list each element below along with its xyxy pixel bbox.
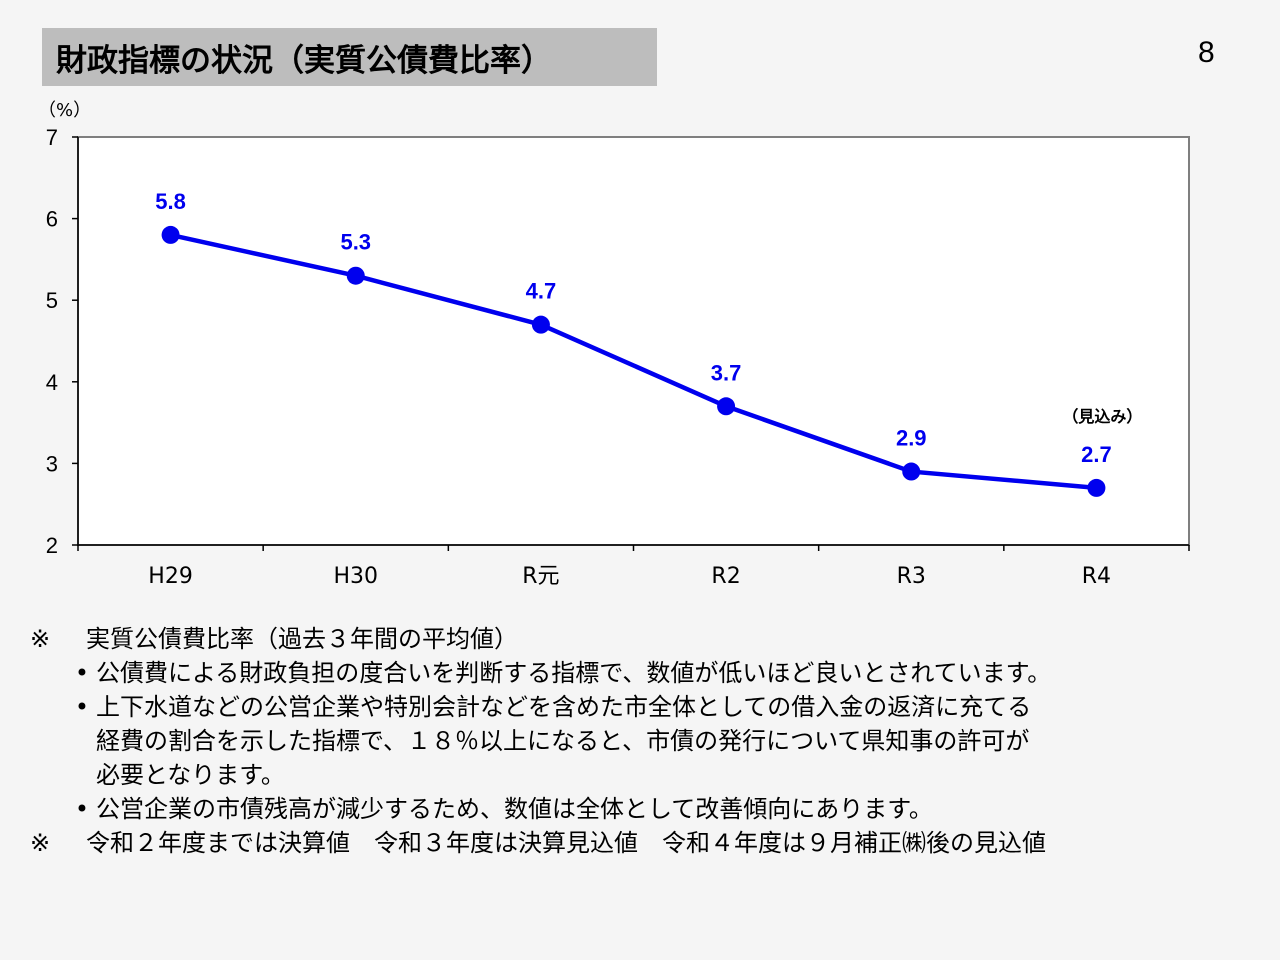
bullet-text: 公債費による財政負担の度合いを判断する指標で、数値が低いほど良いとされています。 (96, 659, 1052, 687)
bullet-text: 上下水道などの公営企業や特別会計などを含めた市全体としての借入金の返済に充てる … (96, 690, 1031, 792)
data-label: 2.9 (896, 426, 927, 451)
series-line (170, 232, 1097, 491)
bullet-text: 公営企業の市債残高が減少するため、数値は全体として改善傾向にあります。 (96, 795, 933, 823)
footnote-row: ※ 令和２年度までは決算値 令和３年度は決算見込値 令和４年度は９月補正㈱後の見… (30, 826, 1260, 860)
note-heading-row: ※ 実質公債費比率（過去３年間の平均値） (30, 622, 1260, 656)
page-number: 8 (1198, 36, 1215, 69)
data-point (717, 397, 736, 416)
data-label: 2.7 (1081, 442, 1112, 467)
bullet-item: • 上下水道などの公営企業や特別会計などを含めた市全体としての借入金の返済に充て… (30, 690, 1260, 792)
plot-area (77, 136, 1190, 546)
y-tick-label: 5 (46, 288, 58, 313)
bullet-line: 必要となります。 (96, 761, 285, 789)
note-mark: ※ (30, 829, 51, 857)
x-tick-label: R3 (897, 564, 926, 589)
x-tick-label: R4 (1082, 564, 1111, 589)
data-label: 5.8 (155, 189, 186, 214)
x-tick-label: R2 (711, 564, 740, 589)
footnote-text: 令和２年度までは決算値 令和３年度は決算見込値 令和４年度は９月補正㈱後の見込値 (86, 829, 1046, 857)
data-point (531, 315, 550, 334)
y-tick-label: 3 (46, 451, 58, 476)
bullet-item: • 公営企業の市債残高が減少するため、数値は全体として改善傾向にあります。 (30, 792, 1260, 826)
data-point (902, 462, 921, 481)
x-tick-label: H29 (148, 564, 193, 589)
data-point (346, 266, 365, 285)
bullet-dot: • (74, 659, 90, 687)
line-chart: 2 3 4 5 6 7 （%） H29 H30 R元 R2 R3 R4 5.8 5.3 4.7 3.7 2.9 2.… (38, 100, 1190, 589)
data-label: 4.7 (526, 279, 557, 304)
bullet-dot: • (74, 795, 90, 823)
x-tick-label: R元 (522, 564, 559, 589)
y-tick-label: 2 (46, 533, 58, 558)
bullet-line: 上下水道などの公営企業や特別会計などを含めた市全体としての借入金の返済に充てる (96, 693, 1032, 721)
data-label: 3.7 (711, 360, 742, 385)
page-title: 財政指標の状況（実質公債費比率） (56, 42, 552, 79)
y-tick-label: 7 (46, 125, 58, 150)
y-axis-label: （%） (38, 100, 91, 121)
title-banner: 財政指標の状況（実質公債費比率） (42, 28, 657, 86)
bullet-dot: • (74, 693, 90, 721)
x-tick-label: H30 (333, 564, 378, 589)
data-point (1087, 478, 1106, 497)
y-tick-label: 4 (46, 370, 58, 395)
note-heading: 実質公債費比率（過去３年間の平均値） (86, 625, 518, 653)
data-label: 5.3 (340, 230, 371, 255)
notes-section: ※ 実質公債費比率（過去３年間の平均値） • 公債費による財政負担の度合いを判断… (30, 622, 1260, 860)
note-mark: ※ (30, 625, 51, 653)
y-tick-label: 6 (46, 207, 58, 232)
annotation-label: （見込み） (1062, 407, 1142, 426)
data-point (161, 225, 180, 244)
bullet-line: 経費の割合を示した指標で、１８％以上になると、市債の発行について県知事の許可が (96, 727, 1030, 755)
bullet-item: • 公債費による財政負担の度合いを判断する指標で、数値が低いほど良いとされていま… (30, 656, 1260, 690)
